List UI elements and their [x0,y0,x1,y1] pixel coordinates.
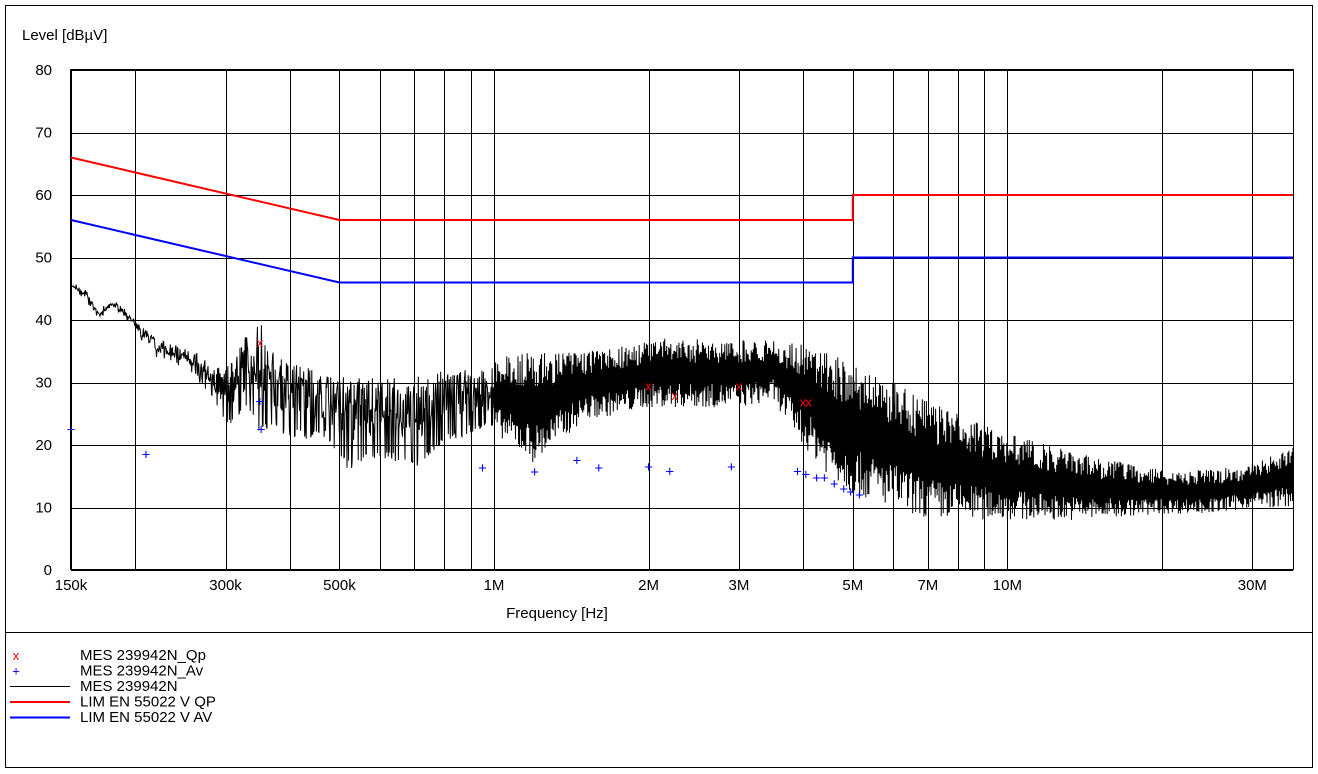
x-tick-label: 300k [209,577,242,594]
av-marker: + [594,460,603,477]
x-tick-label: 3M [729,577,750,594]
x-axis-label: Frequency [Hz] [506,605,608,622]
qp-marker: x [672,388,679,403]
av-marker: + [812,470,821,487]
legend-label: LIM EN 55022 V AV [80,709,212,726]
limit-line [70,156,1293,221]
qp-marker: x [805,394,812,409]
measurement-trace [70,282,1294,520]
legend-label: MES 239942N_Av [80,663,204,680]
av-marker: + [839,481,848,498]
plot-border [70,69,1294,570]
av-marker: + [142,446,151,463]
x-tick-label: 150k [55,577,88,594]
av-marker: + [644,459,653,476]
y-axis-label: Level [dBµV] [22,27,107,44]
av-marker: + [572,453,581,470]
y-tick-label: 70 [35,125,52,142]
y-tick-label: 40 [35,312,52,329]
av-marker: + [478,460,487,477]
qp-marker: x [645,379,652,394]
y-tick-labels: 0 10 20 30 40 50 60 70 80 [35,62,52,579]
legend-marker: + [12,664,20,679]
av-marker: + [665,463,674,480]
y-tick-label: 0 [44,562,52,579]
qp-marker: x [800,394,807,409]
limit-line [70,219,1293,284]
legend-label: MES 239942N [80,678,178,695]
av-marker: + [801,466,810,483]
x-tick-label: 10M [993,577,1022,594]
av-marker: + [793,463,802,480]
av-marker: + [820,470,829,487]
av-marker: + [846,484,855,501]
y-tick-label: 80 [35,62,52,79]
x-tick-label: 2M [638,577,659,594]
x-tick-label: 1M [484,577,505,594]
legend-marker: x [13,648,20,663]
av-marker: + [727,459,736,476]
av-marker: + [530,464,539,481]
legend-label: MES 239942N_Qp [80,647,206,664]
legend-label: LIM EN 55022 V QP [80,694,216,711]
y-tick-label: 10 [35,500,52,517]
y-tick-label: 50 [35,250,52,267]
av-marker: + [257,421,266,438]
y-tick-label: 30 [35,375,52,392]
x-tick-label: 30M [1238,577,1267,594]
av-marker: + [830,476,839,493]
qp-marker: x [257,335,264,350]
y-tick-label: 20 [35,437,52,454]
y-tick-label: 60 [35,187,52,204]
av-marker: + [855,487,864,504]
av-marker: + [67,421,76,438]
x-tick-label: 500k [323,577,356,594]
x-tick-label: 5M [842,577,863,594]
x-tick-label: 7M [917,577,938,594]
qp-marker: x [736,379,743,394]
av-marker: + [256,393,265,410]
x-tick-labels: 150k 300k 500k 1M 2M 3M 5M 7M 10M 30M [55,577,1267,594]
